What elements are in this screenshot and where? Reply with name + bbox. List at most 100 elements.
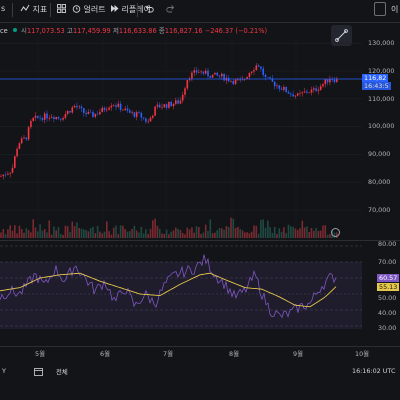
candle-body xyxy=(147,121,149,123)
volume-bar xyxy=(2,229,5,238)
price-axis-label: 70,000 xyxy=(368,206,391,214)
bottom-bar: Y 전체 16:16:02 UTC xyxy=(0,365,400,379)
candle-body xyxy=(324,79,327,85)
candle-body xyxy=(142,117,145,119)
layouts-button[interactable] xyxy=(57,4,66,14)
volume-bar xyxy=(4,234,7,238)
drawing-tool-button[interactable] xyxy=(331,25,352,46)
volume-bar xyxy=(207,231,209,238)
volume-bar xyxy=(292,226,294,238)
volume-bar xyxy=(170,231,172,238)
volume-bar xyxy=(14,225,16,238)
candle-body xyxy=(253,70,255,72)
rsi-axis-label: 50.00 xyxy=(378,294,397,302)
volume-bar xyxy=(94,233,97,238)
redo-button[interactable] xyxy=(166,4,175,15)
status-dot xyxy=(12,28,17,32)
candle-body xyxy=(175,100,177,104)
volume-bar xyxy=(324,225,327,238)
candle-body xyxy=(87,111,90,115)
volume-bar xyxy=(50,234,53,238)
replay-button[interactable]: 리플레이 xyxy=(110,4,151,15)
volume-bar xyxy=(310,228,313,238)
redo-icon xyxy=(166,5,175,13)
candle-body xyxy=(11,167,14,173)
volume-bar xyxy=(294,228,297,238)
rsi-pane[interactable] xyxy=(0,244,362,344)
candle-body xyxy=(57,116,60,119)
all-range-button[interactable]: 전체 xyxy=(56,368,68,376)
volume-bar xyxy=(140,226,143,238)
replay-label: 리플레이 xyxy=(122,5,151,14)
price-axis[interactable]: 130,000 120,000 110,000 100,000 90,000 8… xyxy=(362,38,400,238)
toolbar-fragment: s xyxy=(1,4,6,13)
volume-bar xyxy=(248,233,251,238)
price-grid xyxy=(0,38,362,238)
candle-body xyxy=(101,107,103,113)
volume-bar xyxy=(149,228,152,238)
current-price-tag: 116,82 xyxy=(362,74,389,82)
candle-body xyxy=(129,110,131,113)
rsi-ma-value-tag: 55.13 xyxy=(377,283,400,291)
candle-body xyxy=(191,72,193,79)
candle-body xyxy=(168,101,170,108)
candle-body xyxy=(221,73,223,77)
rsi-line xyxy=(0,254,337,319)
volume-visibility-icon[interactable] xyxy=(331,228,340,237)
volume-bar xyxy=(48,220,51,238)
utc-clock[interactable]: 16:16:02 UTC xyxy=(352,367,396,375)
volume-bar xyxy=(55,230,57,238)
undo-button[interactable] xyxy=(145,4,154,15)
candle-body xyxy=(177,100,179,104)
price-chart[interactable] xyxy=(0,38,362,238)
volume-bar xyxy=(308,232,310,238)
candle-body xyxy=(7,173,9,175)
candle-body xyxy=(317,89,320,91)
calendar-button[interactable] xyxy=(34,367,43,377)
toolbar-separator xyxy=(12,3,13,17)
candle-body xyxy=(135,112,138,117)
volume-bar xyxy=(66,226,69,238)
indicators-button[interactable]: 지표 xyxy=(20,4,47,15)
candle-body xyxy=(310,89,313,93)
candle-body xyxy=(152,115,154,118)
candle-body xyxy=(322,84,324,87)
rsi-axis[interactable]: 80.00 70.00 50.00 40.00 30.00 60.57 55.1… xyxy=(362,240,400,344)
volume-bar xyxy=(232,218,235,238)
range-button-fragment[interactable]: Y xyxy=(2,367,6,375)
alert-button[interactable]: 얼러트 xyxy=(72,4,106,15)
candle-body xyxy=(290,93,292,95)
volume-bar xyxy=(147,234,149,238)
candle-body xyxy=(248,72,251,78)
layout-toggle-button[interactable] xyxy=(374,2,386,16)
volume-bar xyxy=(110,234,113,238)
volume-bar xyxy=(161,233,163,238)
volume-bar xyxy=(326,234,329,238)
open-label: 시 xyxy=(20,27,27,35)
volume-bar xyxy=(317,230,320,238)
price-axis-label: 130,000 xyxy=(368,39,395,47)
price-axis-label: 110,000 xyxy=(368,95,395,103)
time-axis-label: 8월 xyxy=(229,350,239,358)
volume-bar xyxy=(262,219,264,238)
candle-body xyxy=(94,113,97,117)
volume-bar xyxy=(186,227,189,238)
volume-bar xyxy=(177,228,179,238)
volume-bar xyxy=(198,227,200,238)
time-axis[interactable]: 5월 6월 7월 8월 9월 10월 xyxy=(0,346,400,361)
rsi-axis-label: 40.00 xyxy=(378,309,397,317)
volume-bar xyxy=(280,231,283,238)
candle-body xyxy=(145,118,147,122)
countdown-tag: 16:43:5 xyxy=(362,82,391,90)
volume-bar xyxy=(253,225,255,238)
volume-bar xyxy=(260,219,262,238)
candle-body xyxy=(172,103,175,107)
price-axis-label: 120,000 xyxy=(368,67,395,75)
candle-body xyxy=(264,74,267,78)
toolbar-separator xyxy=(137,3,138,17)
volume-bar xyxy=(37,231,39,238)
pane-divider[interactable] xyxy=(0,240,400,241)
candle-body xyxy=(83,108,85,113)
volume-bar xyxy=(87,231,90,238)
candle-body xyxy=(9,172,11,174)
